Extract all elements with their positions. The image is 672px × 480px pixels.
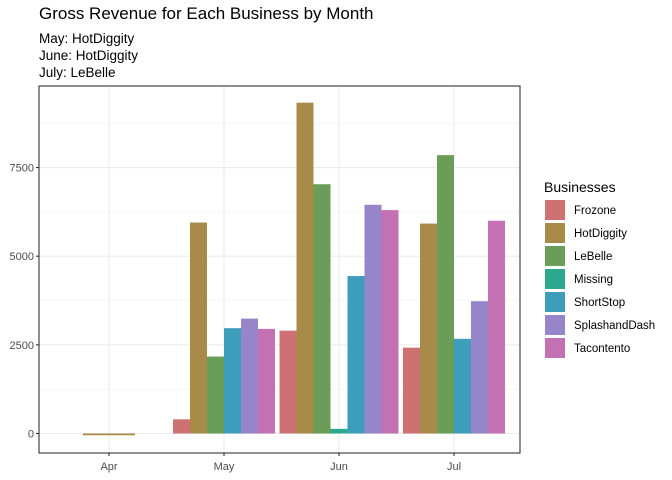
y-tick-label: 2500 <box>10 340 34 352</box>
bar <box>241 318 258 434</box>
x-tick-label: Jun <box>330 461 348 473</box>
bar <box>364 204 382 434</box>
bar <box>279 330 297 434</box>
legend-label: Frozone <box>574 205 616 217</box>
legend-swatch <box>545 315 565 335</box>
y-tick-label: 0 <box>28 428 34 440</box>
bar <box>488 220 505 434</box>
legend-swatch <box>545 292 565 312</box>
bar <box>296 102 314 434</box>
bar <box>454 338 471 434</box>
chart-title: Gross Revenue for Each Business by Month <box>39 4 374 23</box>
panel-border <box>38 85 521 454</box>
legend-swatch <box>545 223 565 243</box>
bar <box>207 356 224 434</box>
bar <box>190 222 207 434</box>
legend-label: Missing <box>574 274 613 286</box>
bar <box>313 184 331 434</box>
legend-label: ShortStop <box>574 297 625 309</box>
legend-swatch <box>545 269 565 289</box>
y-tick-label: 5000 <box>10 251 34 263</box>
bar <box>420 223 437 434</box>
subtitle-line: June: HotDiggity <box>39 48 139 63</box>
legend-label: LeBelle <box>574 251 612 263</box>
bar <box>330 428 348 434</box>
bar <box>173 419 190 434</box>
legend-swatch <box>545 246 565 266</box>
subtitle-line: July: LeBelle <box>39 65 116 80</box>
legend-swatch <box>545 338 565 358</box>
bar <box>258 328 275 434</box>
bar <box>403 347 420 434</box>
legend-label: HotDiggity <box>574 228 627 240</box>
legend-label: Tacontento <box>574 343 630 355</box>
y-tick-label: 7500 <box>10 163 34 175</box>
bar <box>347 276 365 434</box>
x-tick-label: Apr <box>100 461 117 473</box>
bar <box>381 210 399 434</box>
bar <box>437 155 454 434</box>
legend-title: Businesses <box>544 179 616 195</box>
legend-swatch <box>545 200 565 220</box>
bar <box>224 328 241 434</box>
x-tick-label: Jul <box>447 461 461 473</box>
x-tick-label: May <box>214 461 235 473</box>
bar <box>83 433 135 436</box>
subtitle-line: May: HotDiggity <box>39 31 135 46</box>
bar <box>471 301 488 434</box>
legend-label: SplashandDash <box>574 320 655 332</box>
